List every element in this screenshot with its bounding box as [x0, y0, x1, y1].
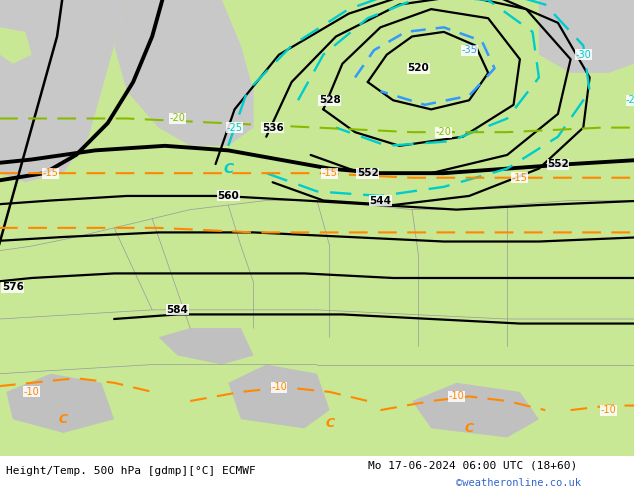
Polygon shape — [412, 383, 539, 438]
Text: 520: 520 — [408, 63, 429, 74]
Text: C: C — [465, 422, 474, 435]
Text: C: C — [59, 413, 68, 426]
Text: Height/Temp. 500 hPa [gdmp][°C] ECMWF: Height/Temp. 500 hPa [gdmp][°C] ECMWF — [6, 466, 256, 476]
Polygon shape — [0, 0, 127, 182]
Text: -10: -10 — [601, 405, 616, 415]
Text: -30: -30 — [576, 49, 591, 60]
Text: -15: -15 — [512, 172, 528, 183]
Text: 552: 552 — [357, 168, 378, 178]
Text: 584: 584 — [167, 305, 188, 315]
Text: -25: -25 — [226, 122, 243, 133]
Text: -20: -20 — [169, 114, 186, 123]
Text: -10: -10 — [449, 392, 464, 401]
Polygon shape — [114, 0, 254, 146]
Text: 560: 560 — [217, 191, 239, 201]
Text: 536: 536 — [262, 122, 283, 133]
Text: -15: -15 — [42, 168, 59, 178]
Text: -10: -10 — [271, 382, 287, 392]
Polygon shape — [158, 328, 254, 365]
Text: C: C — [223, 162, 233, 175]
Text: 544: 544 — [370, 196, 391, 205]
Text: Mo 17-06-2024 06:00 UTC (18+60): Mo 17-06-2024 06:00 UTC (18+60) — [368, 460, 577, 470]
Text: -35: -35 — [461, 45, 477, 55]
Text: ©weatheronline.co.uk: ©weatheronline.co.uk — [456, 478, 581, 488]
Text: -10: -10 — [24, 387, 39, 397]
Text: -20: -20 — [436, 127, 452, 137]
Polygon shape — [0, 0, 634, 456]
Polygon shape — [539, 0, 634, 73]
Polygon shape — [228, 365, 330, 428]
Text: -25: -25 — [626, 95, 634, 105]
Text: -15: -15 — [321, 168, 338, 178]
Polygon shape — [6, 374, 114, 433]
Polygon shape — [0, 27, 32, 64]
Text: 552: 552 — [547, 159, 569, 169]
Text: 528: 528 — [319, 95, 340, 105]
Text: 576: 576 — [2, 282, 23, 292]
Text: C: C — [325, 417, 334, 430]
